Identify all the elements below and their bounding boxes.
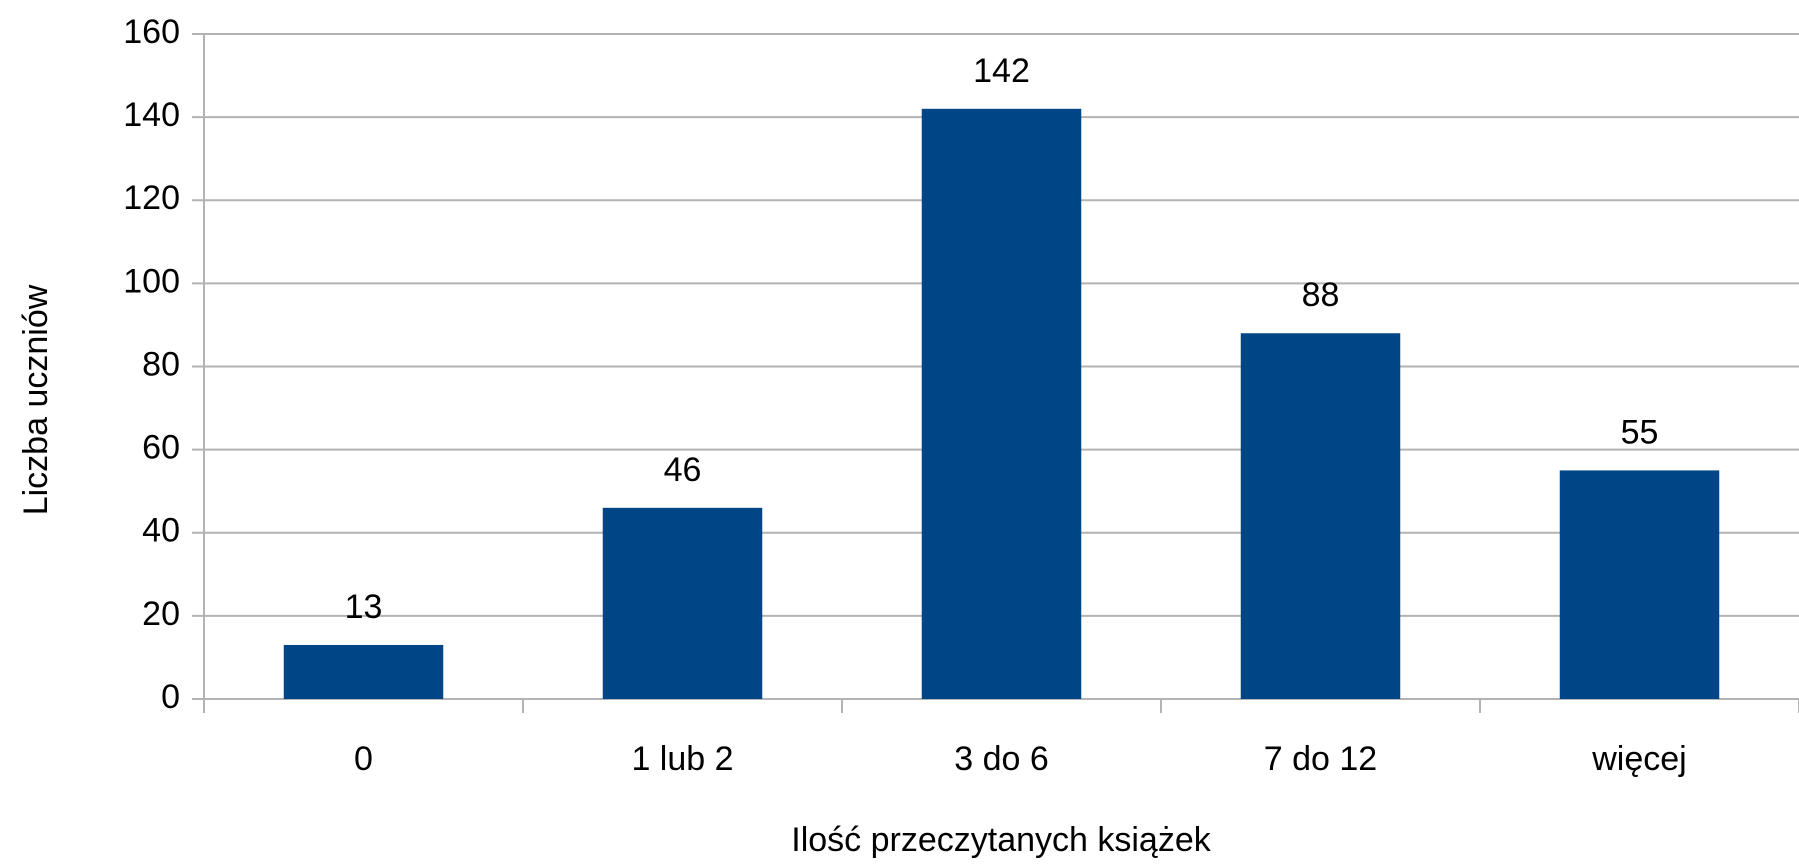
data-label: 142	[973, 52, 1030, 90]
x-tick-label: 1 lub 2	[631, 740, 733, 778]
y-tick-label: 160	[123, 13, 180, 51]
bar	[1240, 333, 1401, 699]
y-tick-label: 60	[142, 429, 180, 467]
y-tick-label: 140	[123, 96, 180, 134]
bar	[921, 108, 1082, 699]
y-tick-label: 0	[161, 678, 180, 716]
data-label: 13	[345, 588, 383, 626]
x-tick-label: 3 do 6	[954, 740, 1049, 778]
data-label: 46	[664, 451, 702, 489]
data-label: 88	[1302, 276, 1340, 314]
x-tick-label: 0	[354, 740, 373, 778]
x-axis-label: Ilość przeczytanych książek	[791, 821, 1211, 859]
y-axis-label: Liczba uczniów	[17, 284, 55, 515]
bar	[1559, 470, 1720, 699]
y-tick-label: 20	[142, 595, 180, 633]
bar	[283, 644, 444, 699]
x-tick-label: więcej	[1591, 740, 1686, 778]
y-tick-label: 120	[123, 179, 180, 217]
data-label: 55	[1621, 413, 1659, 451]
y-tick-label: 100	[123, 262, 180, 300]
bar	[602, 507, 763, 699]
y-tick-label: 80	[142, 345, 180, 383]
y-tick-label: 40	[142, 512, 180, 550]
x-tick-label: 7 do 12	[1264, 740, 1377, 778]
